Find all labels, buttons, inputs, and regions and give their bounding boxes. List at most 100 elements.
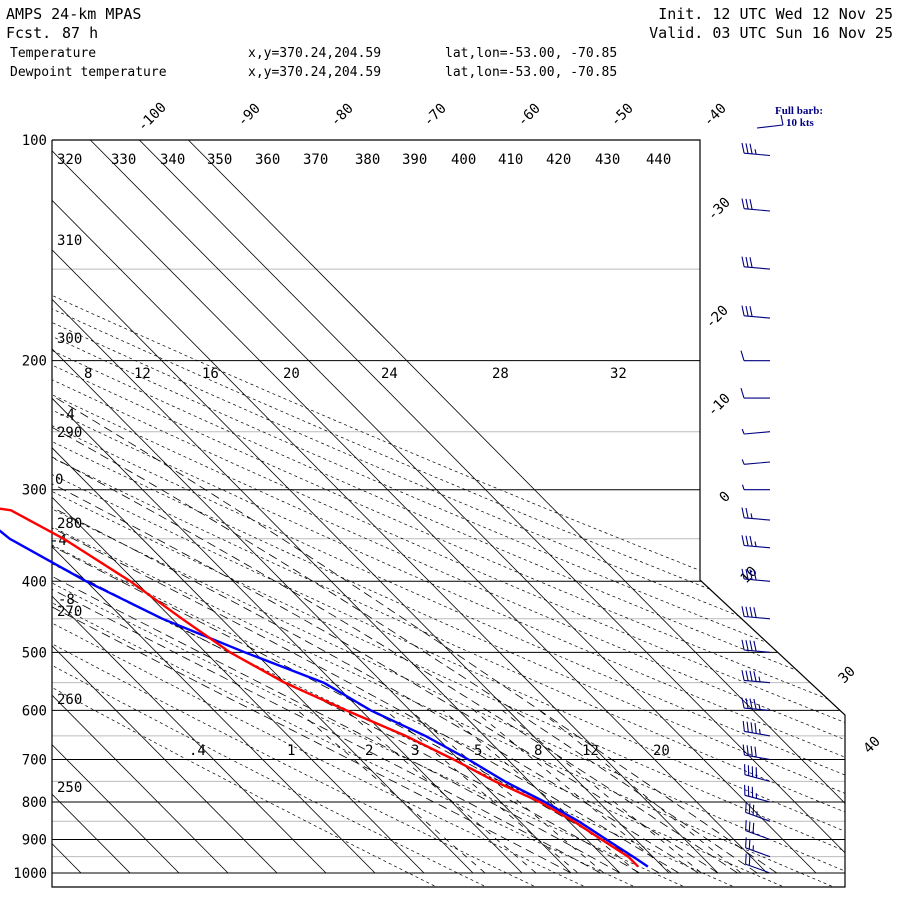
plot-frame — [51, 139, 846, 888]
mixing-ratio-label: 3 — [411, 743, 419, 759]
mixing-ratio-line — [502, 710, 702, 874]
legend-temperature-latlon: lat,lon=-53.00, -70.85 — [445, 46, 617, 61]
dry-adiabat — [52, 140, 845, 887]
barb-key-line2: 10 kts — [786, 117, 815, 129]
dry-adiabat — [52, 140, 845, 887]
legend-dewpoint-xy: x,y=370.24,204.59 — [248, 65, 381, 80]
mixing-ratio-label: 1 — [287, 743, 295, 759]
mixing-ratio-line — [385, 710, 579, 874]
wind-barb — [745, 801, 771, 822]
mixing-ratio-label: .4 — [189, 743, 206, 759]
dry-adiabat-label: 360 — [255, 152, 280, 168]
dry-adiabat-label: 440 — [646, 152, 671, 168]
pressure-tick-label: 100 — [22, 133, 47, 149]
mixing-ratio-label: 8 — [534, 743, 542, 759]
dry-adiabat — [52, 140, 845, 887]
moist-adiabat — [52, 360, 719, 874]
isotherm-label: 10 — [738, 564, 761, 587]
dry-adiabat — [52, 140, 845, 887]
dry-adiabat-label: 400 — [451, 152, 476, 168]
mixing-ratio-line — [539, 710, 742, 874]
wind-barb — [741, 606, 771, 620]
dry-adiabat-label: 350 — [207, 152, 232, 168]
isotherm — [52, 140, 425, 874]
dry-adiabat — [52, 140, 589, 887]
moist-adiabat-temp-label: 12 — [134, 366, 151, 382]
wind-barb — [741, 568, 771, 582]
wind-barb — [741, 507, 771, 521]
wind-barb — [745, 853, 771, 874]
pressure-tick-label: 200 — [22, 354, 47, 370]
dry-adiabat-label: 330 — [111, 152, 136, 168]
dry-adiabat — [52, 140, 845, 887]
moist-adiabat-temp-label: 32 — [610, 366, 627, 382]
dry-adiabat-label: 310 — [57, 233, 82, 249]
mixing-ratio-label: 20 — [653, 743, 670, 759]
dry-adiabat-label: 410 — [498, 152, 523, 168]
isotherm-label: -60 — [515, 101, 544, 130]
init-time: Init. 12 UTC Wed 12 Nov 25 — [658, 5, 893, 23]
dry-adiabat — [52, 140, 845, 887]
dry-adiabat-label: 320 — [57, 152, 82, 168]
isotherm — [52, 140, 621, 874]
dewpoint-profile — [0, 507, 639, 868]
pressure-tick-label: 300 — [22, 483, 47, 499]
isotherm-label: -10 — [705, 391, 734, 420]
minor-isobars — [52, 268, 845, 858]
isotherm-label: 40 — [861, 734, 884, 757]
barb-key-symbol — [756, 114, 784, 129]
valid-time: Valid. 03 UTC Sun 16 Nov 25 — [649, 24, 893, 42]
legend-dewpoint-latlon: lat,lon=-53.00, -70.85 — [445, 65, 617, 80]
dry-adiabat — [52, 140, 845, 887]
isotherm-label: -20 — [703, 303, 732, 332]
dry-adiabat — [52, 140, 845, 887]
wind-barb — [740, 387, 770, 399]
frame-outline — [51, 139, 846, 888]
dry-adiabat-label: 430 — [595, 152, 620, 168]
mixing-ratio-line — [345, 710, 537, 874]
isotherm-label: 0 — [717, 489, 734, 506]
mixing-ratio-line — [442, 710, 639, 874]
isotherm — [52, 140, 523, 874]
mixing-ratio-label: 2 — [365, 743, 373, 759]
dry-adiabat — [52, 140, 845, 887]
pressure-tick-label: 600 — [22, 703, 47, 719]
isotherm-label: -30 — [705, 195, 734, 224]
mixing-ratio-label: 5 — [474, 743, 482, 759]
wind-barb — [745, 820, 771, 841]
isotherm — [52, 140, 474, 874]
pressure-tick-label: 500 — [22, 645, 47, 661]
dry-adiabat-label: 270 — [57, 604, 82, 620]
wind-barbs — [740, 114, 784, 874]
dry-adiabat — [52, 140, 845, 887]
dry-adiabat-label: 300 — [57, 331, 82, 347]
forecast-hour: 87 h — [62, 24, 98, 42]
profiles — [0, 507, 649, 868]
moist-adiabat-temp-label: 16 — [202, 366, 219, 382]
wind-barb — [742, 720, 771, 737]
temperature-profile — [0, 529, 649, 868]
legend-temperature-xy: x,y=370.24,204.59 — [248, 46, 381, 61]
forecast-label: Fcst. — [6, 24, 51, 42]
dry-adiabat-label: 250 — [57, 780, 82, 796]
isotherm — [52, 140, 229, 874]
wind-barb — [741, 305, 771, 319]
dry-adiabat-label: 340 — [160, 152, 185, 168]
pressure-tick-label: 400 — [22, 574, 47, 590]
wind-barb — [741, 697, 771, 711]
wind-barb — [741, 639, 771, 653]
isotherm-label: -80 — [328, 101, 357, 130]
wind-barb — [740, 350, 770, 362]
isotherm — [52, 140, 719, 874]
dry-adiabat-label: 390 — [402, 152, 427, 168]
isotherm — [52, 140, 572, 874]
mixing-ratio-label: 12 — [582, 743, 599, 759]
dry-adiabat — [52, 140, 689, 887]
isotherm-label: -50 — [608, 101, 637, 130]
dry-adiabat-label: 280 — [57, 516, 82, 532]
moist-adiabat-temp-label: 24 — [381, 366, 398, 382]
isotherm — [52, 140, 670, 874]
dry-adiabat — [52, 140, 845, 887]
isotherm-label: 30 — [836, 664, 859, 687]
